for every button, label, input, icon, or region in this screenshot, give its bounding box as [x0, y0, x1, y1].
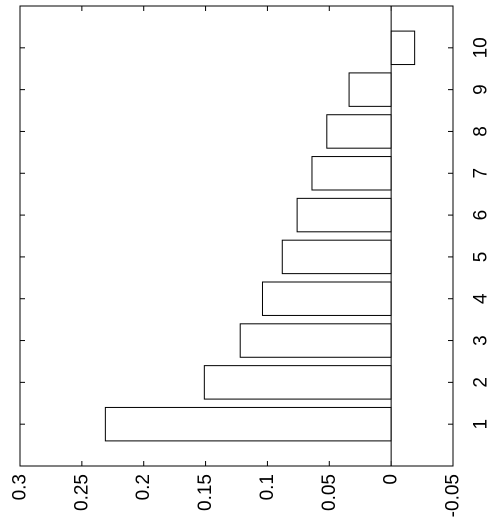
category-tick-label: 4	[471, 293, 492, 304]
bar-2	[203, 365, 392, 400]
value-axis-tick-label: 0.1	[257, 474, 278, 500]
value-axis-tick-label: 0.15	[195, 474, 216, 511]
value-axis-tick-label: 0.3	[10, 474, 31, 500]
category-tick-label: 9	[471, 84, 492, 95]
bar-10	[390, 30, 416, 66]
category-tick-label: 7	[471, 168, 492, 179]
category-tick-label: 10	[471, 37, 492, 58]
bar-3	[239, 323, 392, 358]
bars-group	[104, 30, 416, 442]
bar-6	[296, 197, 392, 233]
value-axis-tick-label: 0.2	[133, 474, 154, 500]
ticks-group	[19, 6, 454, 466]
category-tick-label: 6	[471, 210, 492, 221]
bar-8	[326, 114, 392, 149]
tick-labels-group: 0.3 0.25 0.2 0.15 0.1 0.05 0 -0.05 1 2 3 4 5 6 7 8 9 10	[10, 37, 492, 517]
bar-1	[104, 406, 392, 442]
bar-9	[348, 72, 392, 107]
category-tick-label: 5	[471, 252, 492, 263]
bar-5	[281, 239, 392, 275]
value-axis-tick-label: 0.05	[319, 474, 340, 511]
value-axis-tick-label: 0	[381, 474, 402, 485]
value-axis-tick-label: 0.25	[71, 474, 92, 511]
category-tick-label: 8	[471, 126, 492, 137]
bar-7	[311, 156, 392, 191]
value-axis-tick-label: -0.05	[443, 474, 464, 517]
category-tick-label: 2	[471, 377, 492, 388]
category-tick-label: 1	[471, 419, 492, 430]
bar-4	[261, 281, 392, 316]
plot-frame	[19, 5, 454, 467]
category-tick-label: 3	[471, 335, 492, 346]
axes-group	[19, 5, 454, 467]
